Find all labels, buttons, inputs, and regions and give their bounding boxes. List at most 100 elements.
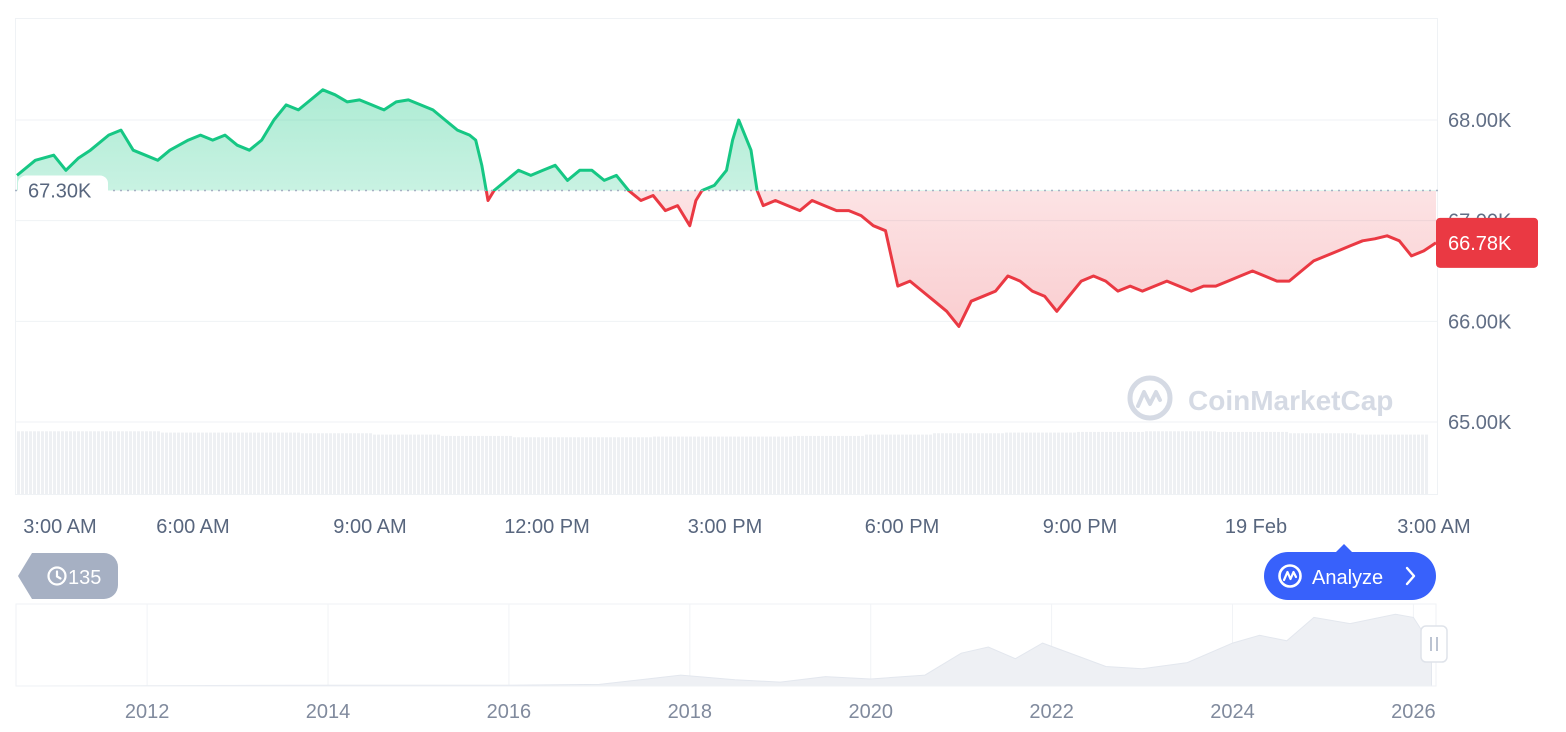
volume-bar [769,436,772,494]
volume-bar [953,433,956,494]
volume-bar [793,435,796,494]
volume-bar [537,437,540,494]
volume-bar [153,431,156,494]
volume-bar [433,434,436,494]
volume-bar [253,432,256,494]
volume-bar [997,433,1000,494]
volume-bar [505,435,508,494]
volume-bar [669,436,672,494]
volume-bar [721,436,724,494]
volume-bar [1105,431,1108,494]
volume-bar [465,435,468,494]
volume-bar [1253,431,1256,494]
volume-bar [665,436,668,494]
volume-bar [1057,432,1060,494]
volume-bar [1337,433,1340,494]
volume-bar [1157,431,1160,494]
range-navigator[interactable]: 2012 2014 2016 2018 2020 2022 2024 2026 [15,603,1448,723]
navigator-area [15,613,1432,687]
volume-bar [629,437,632,494]
volume-bar [1065,432,1068,494]
volume-bar [161,432,164,494]
volume-bar [1209,431,1212,494]
volume-bar [849,435,852,494]
volume-bar [1017,432,1020,494]
volume-bar [929,434,932,494]
volume-bar [593,437,596,494]
volume-bar [701,436,704,494]
x-tick-label: 6:00 PM [865,516,939,538]
area-above-baseline [17,89,1436,191]
volume-bar [497,435,500,494]
volume-bar [297,432,300,494]
volume-bar [501,435,504,494]
volume-bar [893,434,896,494]
volume-bar [1029,432,1032,494]
volume-bar [209,432,212,494]
volume-bar [1189,431,1192,494]
volume-bar [761,436,764,494]
volume-bar [425,434,428,494]
navigator-tick-label: 2026 [1391,701,1436,723]
volume-bar [1329,433,1332,494]
volume-bar [1109,431,1112,494]
volume-bar [1377,434,1380,494]
volume-bar [601,437,604,494]
volume-bar [737,436,740,494]
volume-bar [873,434,876,494]
volume-bar [617,437,620,494]
price-lines [16,88,1437,328]
volume-bar [1277,431,1280,494]
volume-bar [85,431,88,494]
volume-bar [961,433,964,494]
volume-bar [173,432,176,494]
volume-bar [185,432,188,494]
volume-bar [429,434,432,494]
volume-bar [557,437,560,494]
volume-bar [301,433,304,494]
volume-bar [993,433,996,494]
volume-bar [293,432,296,494]
volume-bar [45,431,48,494]
volume-bar [1005,432,1008,494]
volume-bar [649,437,652,494]
volume-bar [1361,434,1364,494]
watermark: CoinMarketCap [1127,375,1393,421]
volume-bar [413,434,416,494]
volume-bar [597,437,600,494]
volume-bar [1353,433,1356,494]
volume-bar [1061,432,1064,494]
volume-bar [257,432,260,494]
volume-bar [1049,432,1052,494]
volume-bar [833,435,836,494]
history-button[interactable]: 135 [18,553,118,599]
volume-bar [321,433,324,494]
volume-bar [281,432,284,494]
volume-bar [405,434,408,494]
volume-bar [225,432,228,494]
volume-bar [77,431,80,494]
volume-bar [1385,434,1388,494]
volume-bar [473,435,476,494]
volume-bar [409,434,412,494]
volume-bar [1365,434,1368,494]
navigator-tick-label: 2012 [125,701,170,723]
volume-bar [825,435,828,494]
volume-bar [221,432,224,494]
volume-bar [781,436,784,494]
price-line-below [484,191,1437,328]
volume-bar [973,433,976,494]
volume-bar [1397,434,1400,494]
volume-bar [813,435,816,494]
volume-bar [369,433,372,494]
volume-bar [749,436,752,494]
x-tick-label: 3:00 AM [1397,516,1470,538]
navigator-handle[interactable] [1420,625,1448,663]
volume-bar [33,431,36,494]
volume-bar [917,434,920,494]
volume-bar [653,436,656,494]
analyze-button[interactable]: Analyze [1264,544,1436,600]
volume-bar [313,433,316,494]
volume-bar [1413,434,1416,494]
volume-bar [1193,431,1196,494]
